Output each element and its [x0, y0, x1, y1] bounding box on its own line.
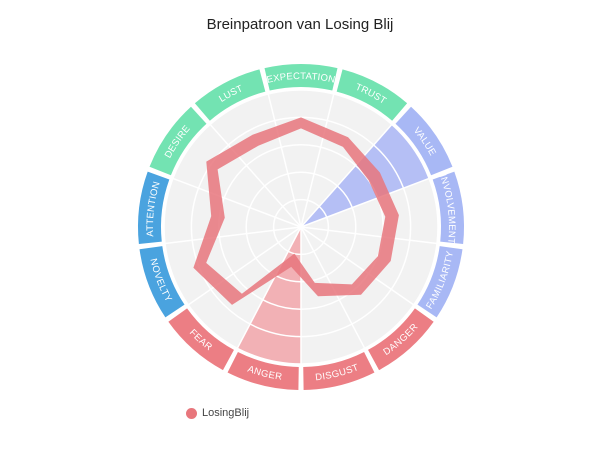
legend[interactable]: LosingBlij	[186, 407, 249, 419]
grid-spoke	[300, 93, 335, 228]
category-segment-disgust	[303, 351, 375, 390]
grid-spoke	[300, 226, 438, 245]
category-label-expectation: EXPECTATION	[266, 70, 337, 85]
grid-spoke	[300, 123, 393, 228]
grid-spoke	[267, 93, 302, 228]
grid-spoke	[164, 226, 302, 245]
category-segment-danger	[368, 308, 434, 371]
category-segment-lust	[194, 69, 266, 121]
grid-spoke	[236, 226, 302, 349]
series-band-losingblij	[193, 117, 399, 305]
category-segment-attention	[138, 171, 170, 245]
grid-spoke	[300, 177, 430, 228]
category-segment-value	[395, 106, 453, 176]
category-segment-trust	[336, 69, 408, 121]
legend-swatch	[186, 407, 197, 419]
category-segment-anger	[227, 351, 299, 390]
category-segment-fear	[168, 308, 234, 371]
category-segment-involvement	[432, 171, 464, 245]
grid-spoke	[187, 226, 302, 306]
grid-spoke	[300, 226, 415, 306]
category-segment-familiarity	[417, 246, 463, 318]
category-segment-expectation	[264, 63, 338, 91]
grid-spoke	[172, 177, 302, 228]
grid-spoke	[209, 123, 302, 228]
category-segment-desire	[149, 106, 207, 176]
chart-title: Breinpatroon van Losing Blij	[206, 16, 394, 33]
legend-label: LosingBlij	[202, 407, 250, 419]
category-segment-novelty	[139, 246, 185, 318]
